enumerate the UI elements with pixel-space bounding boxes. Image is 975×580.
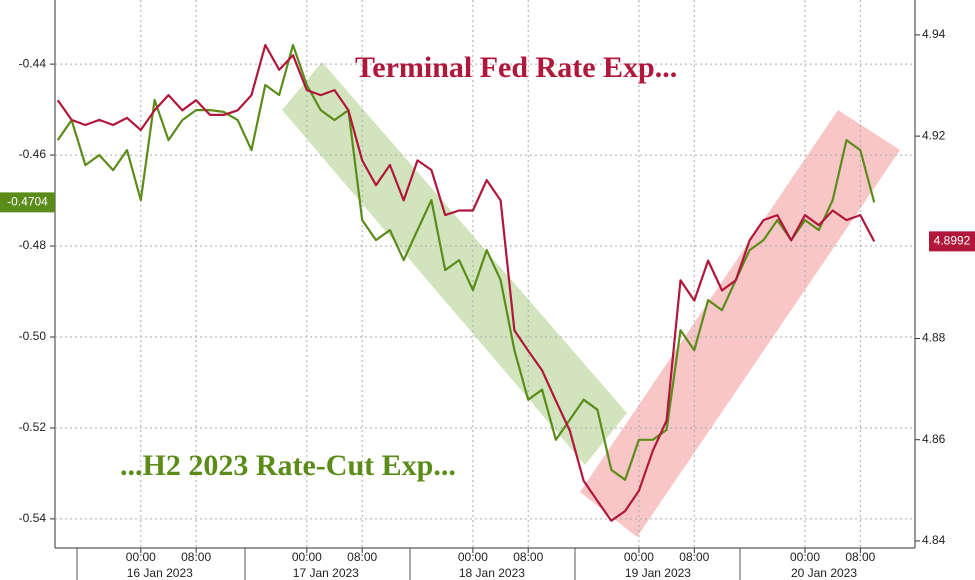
last-value-label: -0.4704 — [7, 195, 48, 209]
x-day-label: 18 Jan 2023 — [459, 566, 525, 580]
x-tick-label: 00:00 — [624, 550, 654, 564]
y2-tick-label: 4.92 — [922, 128, 946, 142]
trend-band-red — [580, 110, 900, 537]
x-tick-label: 08:00 — [845, 550, 875, 564]
x-day-label: 16 Jan 2023 — [127, 566, 193, 580]
y-tick-label: -0.52 — [19, 420, 47, 434]
x-tick-label: 08:00 — [347, 550, 377, 564]
annotation: ...H2 2023 Rate-Cut Exp... — [120, 449, 456, 482]
x-tick-label: 08:00 — [679, 550, 709, 564]
x-tick-label: 00:00 — [790, 550, 820, 564]
x-tick-label: 00:00 — [292, 550, 322, 564]
x-tick-label: 00:00 — [126, 550, 156, 564]
x-day-label: 17 Jan 2023 — [293, 566, 359, 580]
grid — [55, 0, 915, 548]
y2-tick-label: 4.94 — [922, 27, 946, 41]
series-line — [56, 43, 876, 522]
y-tick-label: -0.44 — [19, 56, 47, 70]
last-value-box — [929, 231, 975, 252]
x-tick-label: 00:00 — [458, 550, 488, 564]
y2-tick-label: 4.86 — [922, 432, 946, 446]
x-day-label: 20 Jan 2023 — [791, 566, 857, 580]
last-value-box — [0, 192, 55, 213]
x-tick-label: 08:00 — [513, 550, 543, 564]
x-day-label: 19 Jan 2023 — [625, 566, 691, 580]
y2-tick-label: 4.88 — [922, 331, 946, 345]
x-tick-label: 08:00 — [181, 550, 211, 564]
lines — [56, 43, 876, 522]
y2-tick-label: 4.84 — [922, 533, 946, 547]
y-tick-label: -0.48 — [19, 238, 47, 252]
y-tick-label: -0.46 — [19, 147, 47, 161]
annotation: Terminal Fed Rate Exp... — [355, 51, 677, 84]
day-separators — [76, 548, 741, 580]
y-tick-label: -0.54 — [19, 511, 47, 525]
last-value-label: 4.8992 — [934, 234, 971, 248]
y-tick-label: -0.50 — [19, 329, 47, 343]
